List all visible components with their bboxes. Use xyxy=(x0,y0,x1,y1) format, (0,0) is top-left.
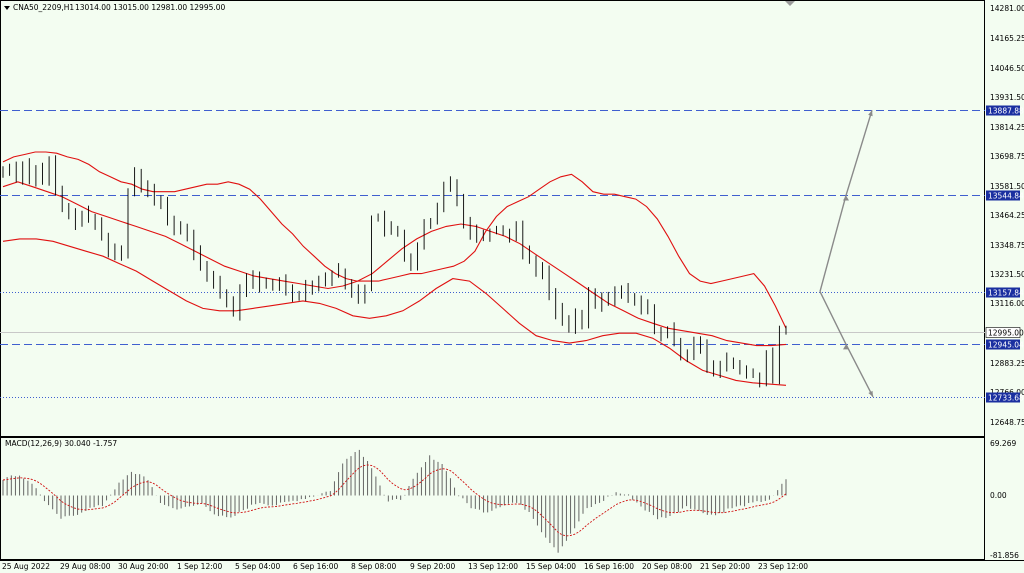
price-tick: 13814.25 xyxy=(990,123,1024,132)
time-tick: 29 Aug 08:00 xyxy=(60,562,111,571)
time-tick: 5 Sep 04:00 xyxy=(235,562,281,571)
time-axis: 25 Aug 2022 29 Aug 08:00 30 Aug 20:00 1 … xyxy=(2,562,808,571)
level-tag xyxy=(986,339,1020,350)
symbol-label: CNA50_2209,H1 xyxy=(13,3,74,12)
price-tick: 13116.00 xyxy=(990,299,1024,308)
time-tick: 13 Sep 12:00 xyxy=(468,562,518,571)
level-tags: 13887.88 13544.84 13157.84 12995.00 12945.04… xyxy=(985,105,1024,403)
arrow-head-icon xyxy=(868,390,873,397)
upper-band xyxy=(2,151,787,329)
price-tick: 13698.75 xyxy=(990,152,1024,161)
level-tag-label: 13157.84 xyxy=(988,289,1024,298)
level-tag xyxy=(986,287,1020,298)
ohlc-label: 13014.00 13015.00 12981.00 12995.00 xyxy=(75,3,226,12)
price-tick: 12648.75 xyxy=(990,418,1024,427)
level-tag-label: 12995.00 xyxy=(988,329,1024,338)
time-tick: 30 Aug 20:00 xyxy=(118,562,169,571)
shift-marker-icon[interactable] xyxy=(785,1,795,6)
time-tick: 6 Sep 16:00 xyxy=(293,562,339,571)
price-tick: 13231.50 xyxy=(990,270,1024,279)
price-tick: 12883.25 xyxy=(990,359,1024,368)
macd-axis: 69.269 0.00 -81.856 xyxy=(990,439,1019,560)
level-tag-label: 12733.68 xyxy=(988,394,1024,403)
macd-histogram xyxy=(2,449,787,553)
price-tick: 14165.25 xyxy=(990,34,1024,43)
price-axis: 14281.00 14165.25 14046.50 13931.50 1381… xyxy=(990,4,1024,427)
level-tag xyxy=(985,327,1021,338)
macd-tick: 69.269 xyxy=(990,439,1016,448)
price-tick: 13348.75 xyxy=(990,241,1024,250)
level-tag xyxy=(986,190,1020,201)
price-panel xyxy=(0,0,985,437)
time-tick: 9 Sep 20:00 xyxy=(410,562,456,571)
time-tick: 23 Sep 12:00 xyxy=(758,562,808,571)
candles xyxy=(2,155,787,388)
price-tick: 13581.50 xyxy=(990,182,1024,191)
time-tick: 15 Sep 04:00 xyxy=(526,562,576,571)
macd-tick: -81.856 xyxy=(990,551,1019,560)
macd-tick: 0.00 xyxy=(990,491,1007,500)
lower-band xyxy=(2,238,787,386)
dropdown-triangle-icon[interactable] xyxy=(4,6,10,10)
level-tag-label: 12945.04 xyxy=(988,341,1024,350)
middle-band xyxy=(2,181,787,347)
price-tick: 13931.50 xyxy=(990,93,1024,102)
level-tag-label: 13544.84 xyxy=(988,192,1024,201)
arrow-head-icon xyxy=(868,110,873,117)
time-tick: 8 Sep 08:00 xyxy=(351,562,397,571)
bollinger-bands xyxy=(2,151,787,386)
level-tag-label: 13887.88 xyxy=(988,107,1024,116)
time-tick: 21 Sep 20:00 xyxy=(700,562,750,571)
arrow-mid-icon xyxy=(843,344,849,350)
price-tick: 14281.00 xyxy=(990,4,1024,13)
price-tick: 13464.25 xyxy=(990,211,1024,220)
level-tag xyxy=(986,392,1020,403)
projection-arrows[interactable] xyxy=(819,110,874,398)
macd-panel xyxy=(0,437,985,560)
time-tick: 20 Sep 08:00 xyxy=(642,562,692,571)
macd-signal-line xyxy=(2,464,787,537)
macd-label: MACD(12,26,9) 30.040 -1.757 xyxy=(5,439,117,448)
time-tick: 16 Sep 16:00 xyxy=(584,562,634,571)
price-tick: 14046.50 xyxy=(990,64,1024,73)
time-tick: 25 Aug 2022 xyxy=(2,562,50,571)
time-tick: 1 Sep 12:00 xyxy=(177,562,223,571)
arrow-mid-icon xyxy=(843,195,849,201)
level-tag xyxy=(986,105,1020,116)
horizontal-levels[interactable] xyxy=(0,110,985,398)
